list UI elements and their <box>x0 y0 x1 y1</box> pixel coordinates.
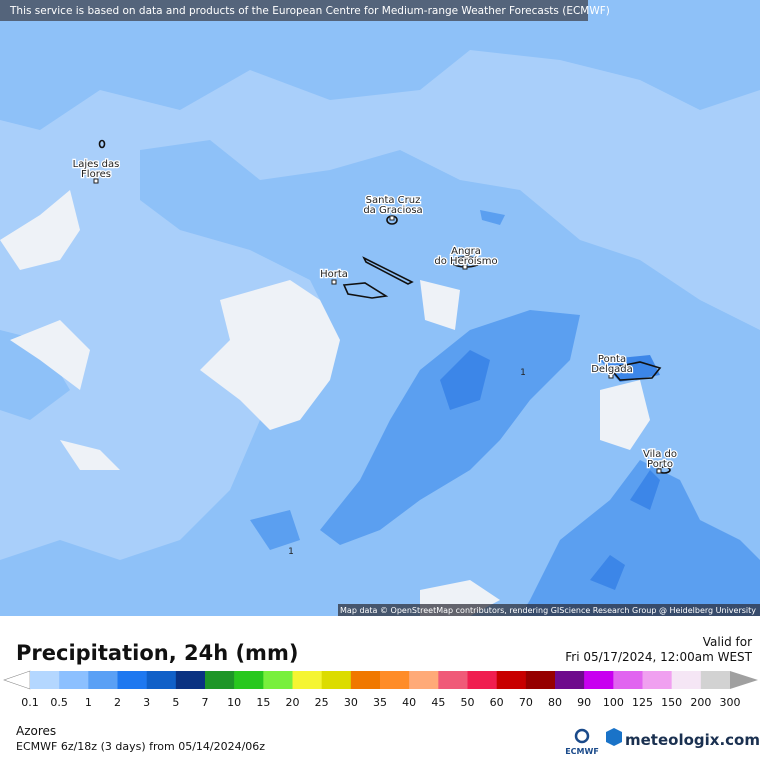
colorbar-swatch <box>59 671 89 689</box>
valid-label: Valid for <box>703 635 752 649</box>
contour-label: 1 <box>520 368 526 378</box>
colorbar-label: 125 <box>632 696 653 709</box>
model-run: ECMWF 6z/18z (3 days) from 05/14/2024/06… <box>16 740 265 753</box>
place-label: Lajes das <box>73 159 120 170</box>
colorbar-label: 3 <box>143 696 150 709</box>
town-marker <box>389 215 395 221</box>
colorbar-swatch <box>642 671 672 689</box>
place-label: Delgada <box>591 364 633 375</box>
brand-logo-mark <box>606 728 622 746</box>
map-attribution: Map data © OpenStreetMap contributors, r… <box>340 606 756 615</box>
ecmwf-logo-text: ECMWF <box>565 747 599 756</box>
colorbar-swatch <box>263 671 293 689</box>
place-label: Vila do <box>643 449 677 460</box>
island <box>362 256 414 285</box>
colorbar-label: 20 <box>286 696 300 709</box>
precip-medium <box>0 0 760 616</box>
ecmwf-logo: ECMWF <box>565 728 599 756</box>
colorbar-swatch <box>613 671 643 689</box>
colorbar-label: 2 <box>114 696 121 709</box>
region: Azores <box>16 724 56 738</box>
colorbar-swatch <box>292 671 322 689</box>
island <box>342 282 389 299</box>
place-label: Ponta <box>598 354 626 365</box>
colorbar-swatch <box>438 671 468 689</box>
town-marker <box>331 279 337 285</box>
notice-bar <box>0 0 588 21</box>
precip-none <box>0 190 650 616</box>
colorbar-swatch <box>467 671 497 689</box>
place-label: Angra <box>451 246 481 257</box>
colorbar-swatch <box>30 671 60 689</box>
colorbar-label: 5 <box>172 696 179 709</box>
town-markers <box>93 178 662 474</box>
colorbar-swatch <box>525 671 556 689</box>
colorbar-label: 60 <box>490 696 504 709</box>
colorbar-swatch <box>700 671 731 689</box>
colorbar-swatch <box>671 671 702 689</box>
colorbar-label: 7 <box>202 696 209 709</box>
town-marker <box>608 373 614 379</box>
brand: meteologix.com <box>625 731 760 749</box>
colorbar-label: 200 <box>690 696 711 709</box>
brand-logo: meteologix.com <box>606 728 760 749</box>
colorbar-swatch <box>175 671 206 689</box>
precip-heavy <box>250 210 760 616</box>
colorbar-label: 300 <box>720 696 741 709</box>
colorbar-label: 90 <box>577 696 591 709</box>
contour-label: 1 <box>288 547 294 557</box>
colorbar-swatch <box>234 671 264 689</box>
precip-very-heavy <box>440 350 660 590</box>
colorbar-label: 35 <box>373 696 387 709</box>
place-label: Santa Cruz <box>366 195 421 206</box>
island <box>608 361 662 381</box>
colorbar-label: 70 <box>519 696 533 709</box>
colorbar-label: 40 <box>402 696 416 709</box>
colorbar-label: 1 <box>85 696 92 709</box>
town-marker <box>93 178 99 184</box>
colorbar-label: 30 <box>344 696 358 709</box>
colorbar-label: 10 <box>227 696 241 709</box>
colorbar-swatch <box>205 671 235 689</box>
town-marker <box>656 468 662 474</box>
colorbar-label: 45 <box>431 696 445 709</box>
colorbar-label: 80 <box>548 696 562 709</box>
colorbar-swatch <box>88 671 118 689</box>
colorbar-label: 150 <box>661 696 682 709</box>
attribution-bar <box>338 604 760 616</box>
colorbar-label: 0.5 <box>50 696 68 709</box>
colorbar-under <box>3 670 31 690</box>
island <box>98 139 106 149</box>
colorbar-swatch <box>409 671 439 689</box>
place-label: Flores <box>81 169 111 180</box>
legend-title: Precipitation, 24h (mm) <box>16 641 298 665</box>
colorbar-swatch <box>350 671 381 689</box>
place-label: Horta <box>320 269 348 280</box>
colorbar: 0.1 0.5 1 2 3 5 7 10 15 20 25 30 35 40 45 50 60 70 80 90 100… <box>3 670 758 709</box>
place-label: Porto <box>647 459 673 470</box>
colorbar-label: 0.1 <box>21 696 39 709</box>
town-marker <box>462 264 468 270</box>
place-label: do Heroísmo <box>434 255 497 267</box>
ecmwf-logo-mark <box>574 728 590 744</box>
colorbar-swatch <box>496 671 527 689</box>
colorbar-label: 50 <box>461 696 475 709</box>
colorbar-label: 100 <box>603 696 624 709</box>
colorbar-swatch <box>117 671 147 689</box>
valid-time: Fri 05/17/2024, 12:00am WEST <box>565 650 752 664</box>
colorbar-swatch <box>380 671 410 689</box>
colorbar-swatch <box>146 671 177 689</box>
place-label: da Graciosa <box>363 205 422 216</box>
colorbar-swatch <box>584 671 614 689</box>
colorbar-over <box>730 671 758 689</box>
source-notice: This service is based on data and produc… <box>9 5 610 17</box>
colorbar-swatch <box>555 671 585 689</box>
colorbar-label: 25 <box>315 696 329 709</box>
colorbar-swatch <box>321 671 352 689</box>
colorbar-label: 15 <box>256 696 270 709</box>
